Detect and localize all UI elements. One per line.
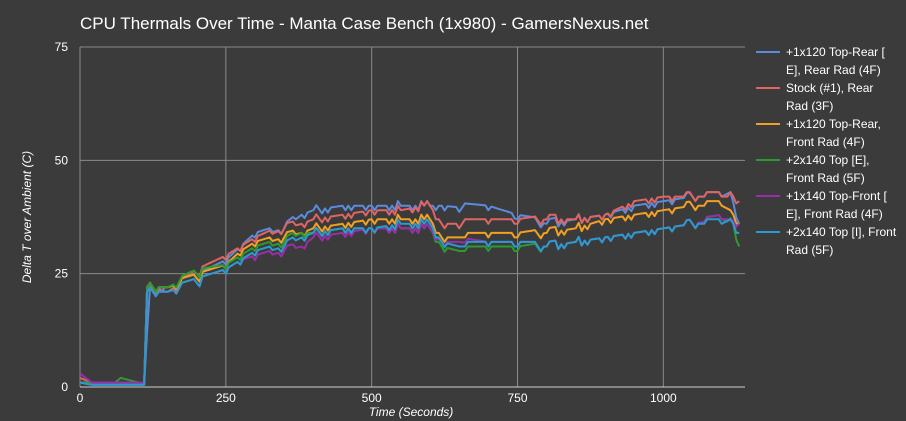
legend-label: +1x140 Top-Front [ <box>786 189 888 203</box>
legend-label: +2x140 Top [I], Front <box>786 225 897 239</box>
legend-item[interactable]: +2x140 Top [E], Front Rad (5F) <box>756 153 870 185</box>
legend-item[interactable]: +1x120 Top-Rear [ E], Rear Rad (4F) <box>756 45 886 77</box>
series-line <box>79 214 740 384</box>
x-tick-label: 1000 <box>650 391 677 405</box>
legend-item[interactable]: +1x120 Top-Rear, Front Rad (4F) <box>756 117 881 149</box>
legend-label: E], Front Rad (4F) <box>786 207 883 221</box>
legend-label: +1x120 Top-Rear [ <box>786 45 886 59</box>
gridlines <box>79 46 745 388</box>
x-tick-label: 250 <box>216 391 236 405</box>
legend-label: Front Rad (4F) <box>786 135 865 149</box>
legend-label: E], Rear Rad (4F) <box>786 63 881 77</box>
series-lines <box>79 191 741 386</box>
legend-label: Rad (3F) <box>786 99 833 113</box>
x-tick-label: 500 <box>362 391 382 405</box>
legend-label: Rad (5F) <box>786 243 833 257</box>
legend-label: Front Rad (5F) <box>786 171 865 185</box>
legend-item[interactable]: +1x140 Top-Front [ E], Front Rad (4F) <box>756 189 888 221</box>
legend-item[interactable]: +2x140 Top [I], Front Rad (5F) <box>756 225 897 257</box>
legend-item[interactable]: Stock (#1), Rear Rad (3F) <box>756 81 873 113</box>
y-axis-label: Delta T over Ambient (C) <box>20 151 34 283</box>
x-tick-label: 750 <box>507 391 527 405</box>
legend-label: +2x140 Top [E], <box>786 153 870 167</box>
y-tick-label: 0 <box>61 380 68 394</box>
series-line <box>79 218 740 386</box>
legend[interactable]: +1x120 Top-Rear [ E], Rear Rad (4F) Stock … <box>756 45 897 257</box>
y-tick-label: 50 <box>55 153 69 167</box>
series-line <box>80 200 740 384</box>
y-tick-label: 25 <box>55 267 69 281</box>
series-line <box>80 214 741 384</box>
chart-title: CPU Thermals Over Time - Manta Case Benc… <box>80 14 649 33</box>
x-tick-label: 0 <box>77 391 84 405</box>
y-tick-label: 75 <box>55 40 69 54</box>
x-axis-label: Time (Seconds) <box>369 405 454 419</box>
legend-label: +1x120 Top-Rear, <box>786 117 881 131</box>
legend-label: Stock (#1), Rear <box>786 81 873 95</box>
